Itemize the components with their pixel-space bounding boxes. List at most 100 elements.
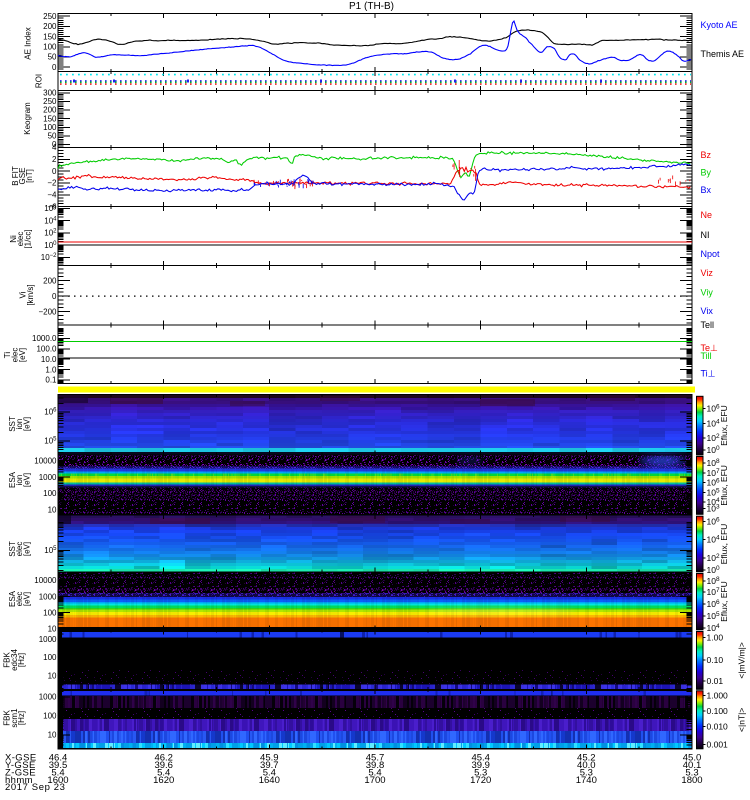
svg-text:FBK: FBK [3,652,12,668]
svg-text:Eflux, EFU: Eflux, EFU [719,524,729,565]
svg-text:Bx: Bx [701,185,712,195]
svg-text:Ne: Ne [701,210,713,220]
svg-text:105: 105 [44,437,57,446]
svg-text:5.3: 5.3 [580,768,593,779]
svg-text:Te⊥: Te⊥ [701,343,719,353]
svg-text:X-GSE: X-GSE [5,753,37,764]
svg-text:[eV]: [eV] [23,592,32,606]
svg-text:40.1: 40.1 [683,760,702,771]
svg-text:1620: 1620 [153,775,174,786]
svg-text:100: 100 [44,241,57,250]
svg-text:Viz: Viz [701,268,714,278]
svg-text:Z-GSE: Z-GSE [5,768,36,779]
svg-text:0.01: 0.01 [707,676,724,686]
svg-text:<|mV/m|>: <|mV/m|> [737,642,747,679]
svg-text:104: 104 [707,418,720,428]
svg-text:1000: 1000 [39,693,57,702]
svg-text:Tell: Tell [701,320,715,330]
svg-text:5.3: 5.3 [685,768,698,779]
svg-text:0.1: 0.1 [45,376,57,385]
svg-text:46.2: 46.2 [154,753,173,764]
svg-text:39.7: 39.7 [260,760,279,771]
svg-text:105: 105 [707,487,720,497]
svg-text:edc34: edc34 [10,649,19,671]
svg-text:106: 106 [707,478,720,488]
svg-text:Themis AE: Themis AE [701,49,745,59]
svg-text:1740: 1740 [576,775,597,786]
svg-text:elec: elec [16,232,25,247]
svg-text:Kyoto AE: Kyoto AE [701,20,738,30]
svg-text:0: 0 [52,140,57,149]
svg-text:200: 200 [43,106,57,115]
svg-text:39.9: 39.9 [471,760,490,771]
svg-text:FBK: FBK [3,710,12,726]
svg-text:250: 250 [43,97,57,106]
svg-text:scm1: scm1 [10,708,19,728]
svg-text:10: 10 [48,506,57,515]
svg-text:1.00: 1.00 [707,633,724,643]
svg-text:Y-GSE: Y-GSE [5,760,36,771]
svg-text:[1/cc]: [1/cc] [24,229,33,248]
svg-text:39.8: 39.8 [366,760,385,771]
svg-text:ESA: ESA [8,471,17,488]
svg-text:0.10: 0.10 [707,655,724,665]
svg-text:Viy: Viy [701,288,714,298]
svg-text:150: 150 [43,32,57,41]
svg-text:102: 102 [44,229,57,238]
svg-text:100: 100 [43,43,57,52]
svg-text:5.4: 5.4 [368,768,381,779]
svg-text:P1 (TH-B): P1 (TH-B) [349,1,394,12]
svg-text:[eV]: [eV] [23,473,32,487]
svg-text:5.4: 5.4 [51,768,64,779]
svg-text:40.0: 40.0 [577,760,596,771]
svg-text:[Hz]: [Hz] [17,711,26,725]
svg-text:NI: NI [701,230,710,240]
svg-text:100: 100 [707,565,720,575]
svg-text:100: 100 [43,608,57,617]
svg-text:45.9: 45.9 [260,753,279,764]
svg-text:1000: 1000 [39,473,57,482]
svg-text:10: 10 [48,671,57,680]
svg-text:45.4: 45.4 [471,753,490,764]
svg-text:Vix: Vix [701,306,714,316]
svg-text:−6: −6 [47,202,57,211]
svg-text:250: 250 [43,12,57,21]
svg-text:104: 104 [707,535,720,545]
svg-text:[Hz]: [Hz] [17,653,26,667]
svg-text:10−2: 10−2 [41,253,57,262]
svg-text:300: 300 [43,89,57,98]
svg-text:45.0: 45.0 [683,753,702,764]
svg-text:103: 103 [707,504,720,514]
svg-text:Till: Till [701,351,712,361]
svg-text:105: 105 [44,546,57,555]
svg-text:106: 106 [44,408,57,417]
svg-text:[eV]: [eV] [23,542,32,556]
svg-text:50: 50 [48,132,57,141]
svg-text:1000: 1000 [39,592,57,601]
svg-text:AE Index: AE Index [24,27,33,59]
svg-text:100: 100 [43,712,57,721]
svg-text:ion: ion [15,419,24,430]
svg-text:100: 100 [43,123,57,132]
svg-text:−200: −200 [38,307,57,316]
svg-text:ROI: ROI [35,74,44,88]
svg-text:1000: 1000 [39,635,57,644]
svg-text:0.001: 0.001 [707,740,729,750]
svg-text:ESA: ESA [8,590,17,607]
svg-text:Ti⊥: Ti⊥ [701,369,716,379]
svg-text:0: 0 [52,292,57,301]
svg-text:10.0: 10.0 [41,355,57,364]
svg-text:[nT]: [nT] [25,169,34,183]
svg-text:45.2: 45.2 [577,753,596,764]
svg-text:Bz: Bz [701,150,712,160]
svg-text:1.0: 1.0 [45,365,57,374]
svg-text:46.4: 46.4 [49,753,68,764]
svg-text:4: 4 [52,143,57,152]
svg-text:Vi: Vi [19,291,28,298]
svg-text:150: 150 [43,114,57,123]
svg-text:107: 107 [707,587,720,597]
svg-text:elec: elec [15,542,24,557]
svg-text:0.100: 0.100 [707,706,729,716]
svg-text:1700: 1700 [364,775,385,786]
svg-text:200: 200 [43,276,57,285]
